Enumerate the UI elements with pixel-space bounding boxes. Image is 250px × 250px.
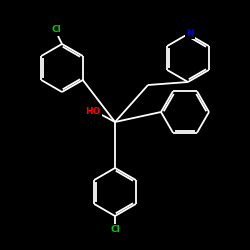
Text: Cl: Cl	[51, 26, 61, 35]
Text: Cl: Cl	[110, 226, 120, 234]
Text: HO: HO	[85, 108, 101, 116]
Text: N: N	[186, 28, 194, 38]
